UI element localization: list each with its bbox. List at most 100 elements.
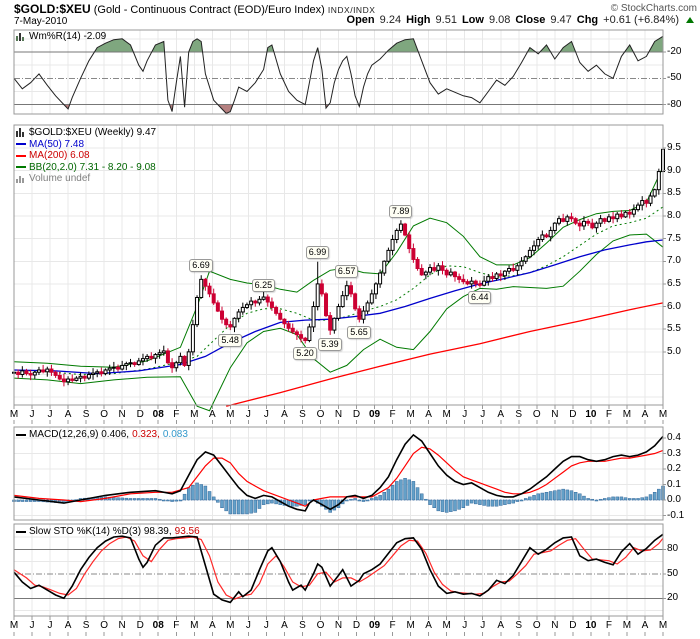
x-month-label: A (641, 409, 649, 420)
x-month-label: D (352, 409, 361, 420)
price-annotation: 6.25 (251, 279, 276, 293)
x-month-label: A (641, 620, 649, 631)
x-month-label: O (100, 620, 109, 631)
x-month-label: J (480, 620, 486, 631)
x-month-label: D (136, 620, 144, 631)
symbol-description: (Gold - Continuous Contract (EOD)/Euro I… (93, 4, 325, 16)
sto-legend: Slow STO %K(14) %D(3) 98.39, 93.56 (16, 526, 200, 538)
x-month-label: D (136, 409, 144, 420)
x-month-label: M (406, 620, 415, 631)
y-tick-label: -20 (667, 46, 682, 57)
y-tick-label: 7.5 (667, 232, 681, 244)
x-year-label: 09 (368, 620, 381, 631)
x-month-label: M (622, 620, 632, 631)
x-month-label: A (208, 620, 216, 631)
x-month-label: O (316, 620, 325, 631)
x-month-label: S (299, 620, 306, 631)
x-month-label: N (334, 620, 343, 631)
main-legend: $GOLD:$XEU (Weekly) 9.47 MA(50) 7.48 MA(… (16, 127, 156, 185)
x-month-label: M (442, 620, 451, 631)
x-month-label: S (515, 620, 523, 631)
wmr-legend: Wm%R(14) -2.09 (16, 31, 106, 43)
price-annotation: 5.39 (318, 338, 342, 352)
x-month-label: O (532, 409, 541, 420)
y-tick-label: 7.0 (667, 255, 681, 267)
change-value: +0.61 (+6.84%) (603, 14, 679, 26)
y-tick-label: -50 (667, 72, 682, 84)
price-annotation: 5.48 (218, 334, 242, 348)
x-month-label: M (442, 409, 451, 420)
open-label: Open (346, 14, 375, 26)
x-month-label: J (462, 409, 468, 420)
x-month-label: A (208, 409, 216, 420)
ma50-legend-label: MA(50) 7.48 (29, 138, 85, 150)
macd-signal-line (13, 446, 664, 507)
x-month-label: M (9, 409, 19, 420)
bb-legend-label: BB(20,2.0) 7.31 - 8.20 - 9.08 (29, 161, 156, 173)
chart-date: 7-May-2010 (14, 16, 68, 27)
y-tick-label: 50 (667, 567, 679, 579)
x-month-label: D (569, 409, 577, 420)
x-month-label: J (263, 409, 269, 420)
y-tick-label: -80 (667, 98, 682, 110)
y-tick-label: 20 (667, 592, 679, 604)
ma200-line (226, 302, 664, 407)
x-month-label: F (605, 409, 612, 420)
y-tick-label: 9.0 (667, 164, 681, 176)
price-annotation: 5.20 (293, 346, 317, 360)
copyright-label: © StockCharts.com (610, 3, 697, 14)
x-month-label: J (29, 409, 35, 420)
high-label: High (406, 14, 431, 26)
legend-value: Slow STO %K(14) %D(3) 98.39, (29, 526, 172, 537)
x-month-label: M (9, 620, 19, 631)
ma50-swatch (16, 143, 26, 146)
wmr-panel-border (13, 29, 664, 115)
header-row: $GOLD:$XEU (Gold - Continuous Contract (… (14, 2, 686, 16)
price-annotation: 7.89 (388, 204, 413, 218)
x-month-label: D (352, 620, 361, 631)
x-month-label: J (245, 620, 251, 631)
main-legend-symbol: $GOLD:$XEU (Weekly) 9.47 (29, 127, 157, 138)
y-tick-label: 0.2 (667, 463, 681, 474)
x-year-label: 09 (368, 409, 381, 420)
price-annotation: 6.99 (305, 245, 330, 259)
x-month-label: A (64, 409, 72, 420)
indicator-chart-icon (16, 32, 26, 42)
x-month-label: F (173, 409, 180, 420)
bb-lower-line (13, 233, 664, 412)
y-tick-label: 0.4 (667, 432, 681, 443)
x-month-label: J (462, 620, 468, 631)
x-month-label: M (622, 409, 632, 420)
x-month-label: J (29, 620, 35, 631)
x-month-label: A (64, 620, 72, 631)
x-month-label: S (82, 409, 90, 420)
y-tick-label: 0.1 (667, 478, 681, 490)
x-month-label: J (47, 409, 53, 420)
x-month-label: M (226, 409, 235, 420)
x-month-label: J (245, 409, 251, 420)
sto-panel-border (13, 523, 664, 617)
wmr-legend-label: Wm%R(14) -2.09 (29, 31, 107, 42)
x-month-label: N (118, 409, 126, 420)
macd-line (13, 433, 664, 512)
wmr-line (13, 35, 664, 114)
close-value: 9.47 (550, 14, 572, 26)
x-month-label: A (425, 409, 432, 420)
y-tick-label: 0.3 (667, 447, 681, 459)
candlesticks (12, 144, 665, 387)
x-month-label: M (406, 409, 415, 420)
price-chart-icon (16, 128, 26, 138)
legend-value: 0.083 (162, 429, 188, 440)
x-month-label: N (118, 620, 126, 631)
y-tick-label: 80 (667, 543, 679, 555)
x-month-label: O (316, 409, 325, 420)
x-month-label: O (100, 409, 109, 420)
low-value: 9.08 (488, 14, 511, 26)
x-month-label: N (334, 409, 343, 420)
macd-panel-border (13, 426, 664, 521)
change-up-triangle-icon (686, 17, 694, 23)
price-annotation: 6.44 (467, 290, 492, 304)
x-month-label: M (190, 409, 199, 420)
legend-value: 0.323, (132, 429, 160, 440)
